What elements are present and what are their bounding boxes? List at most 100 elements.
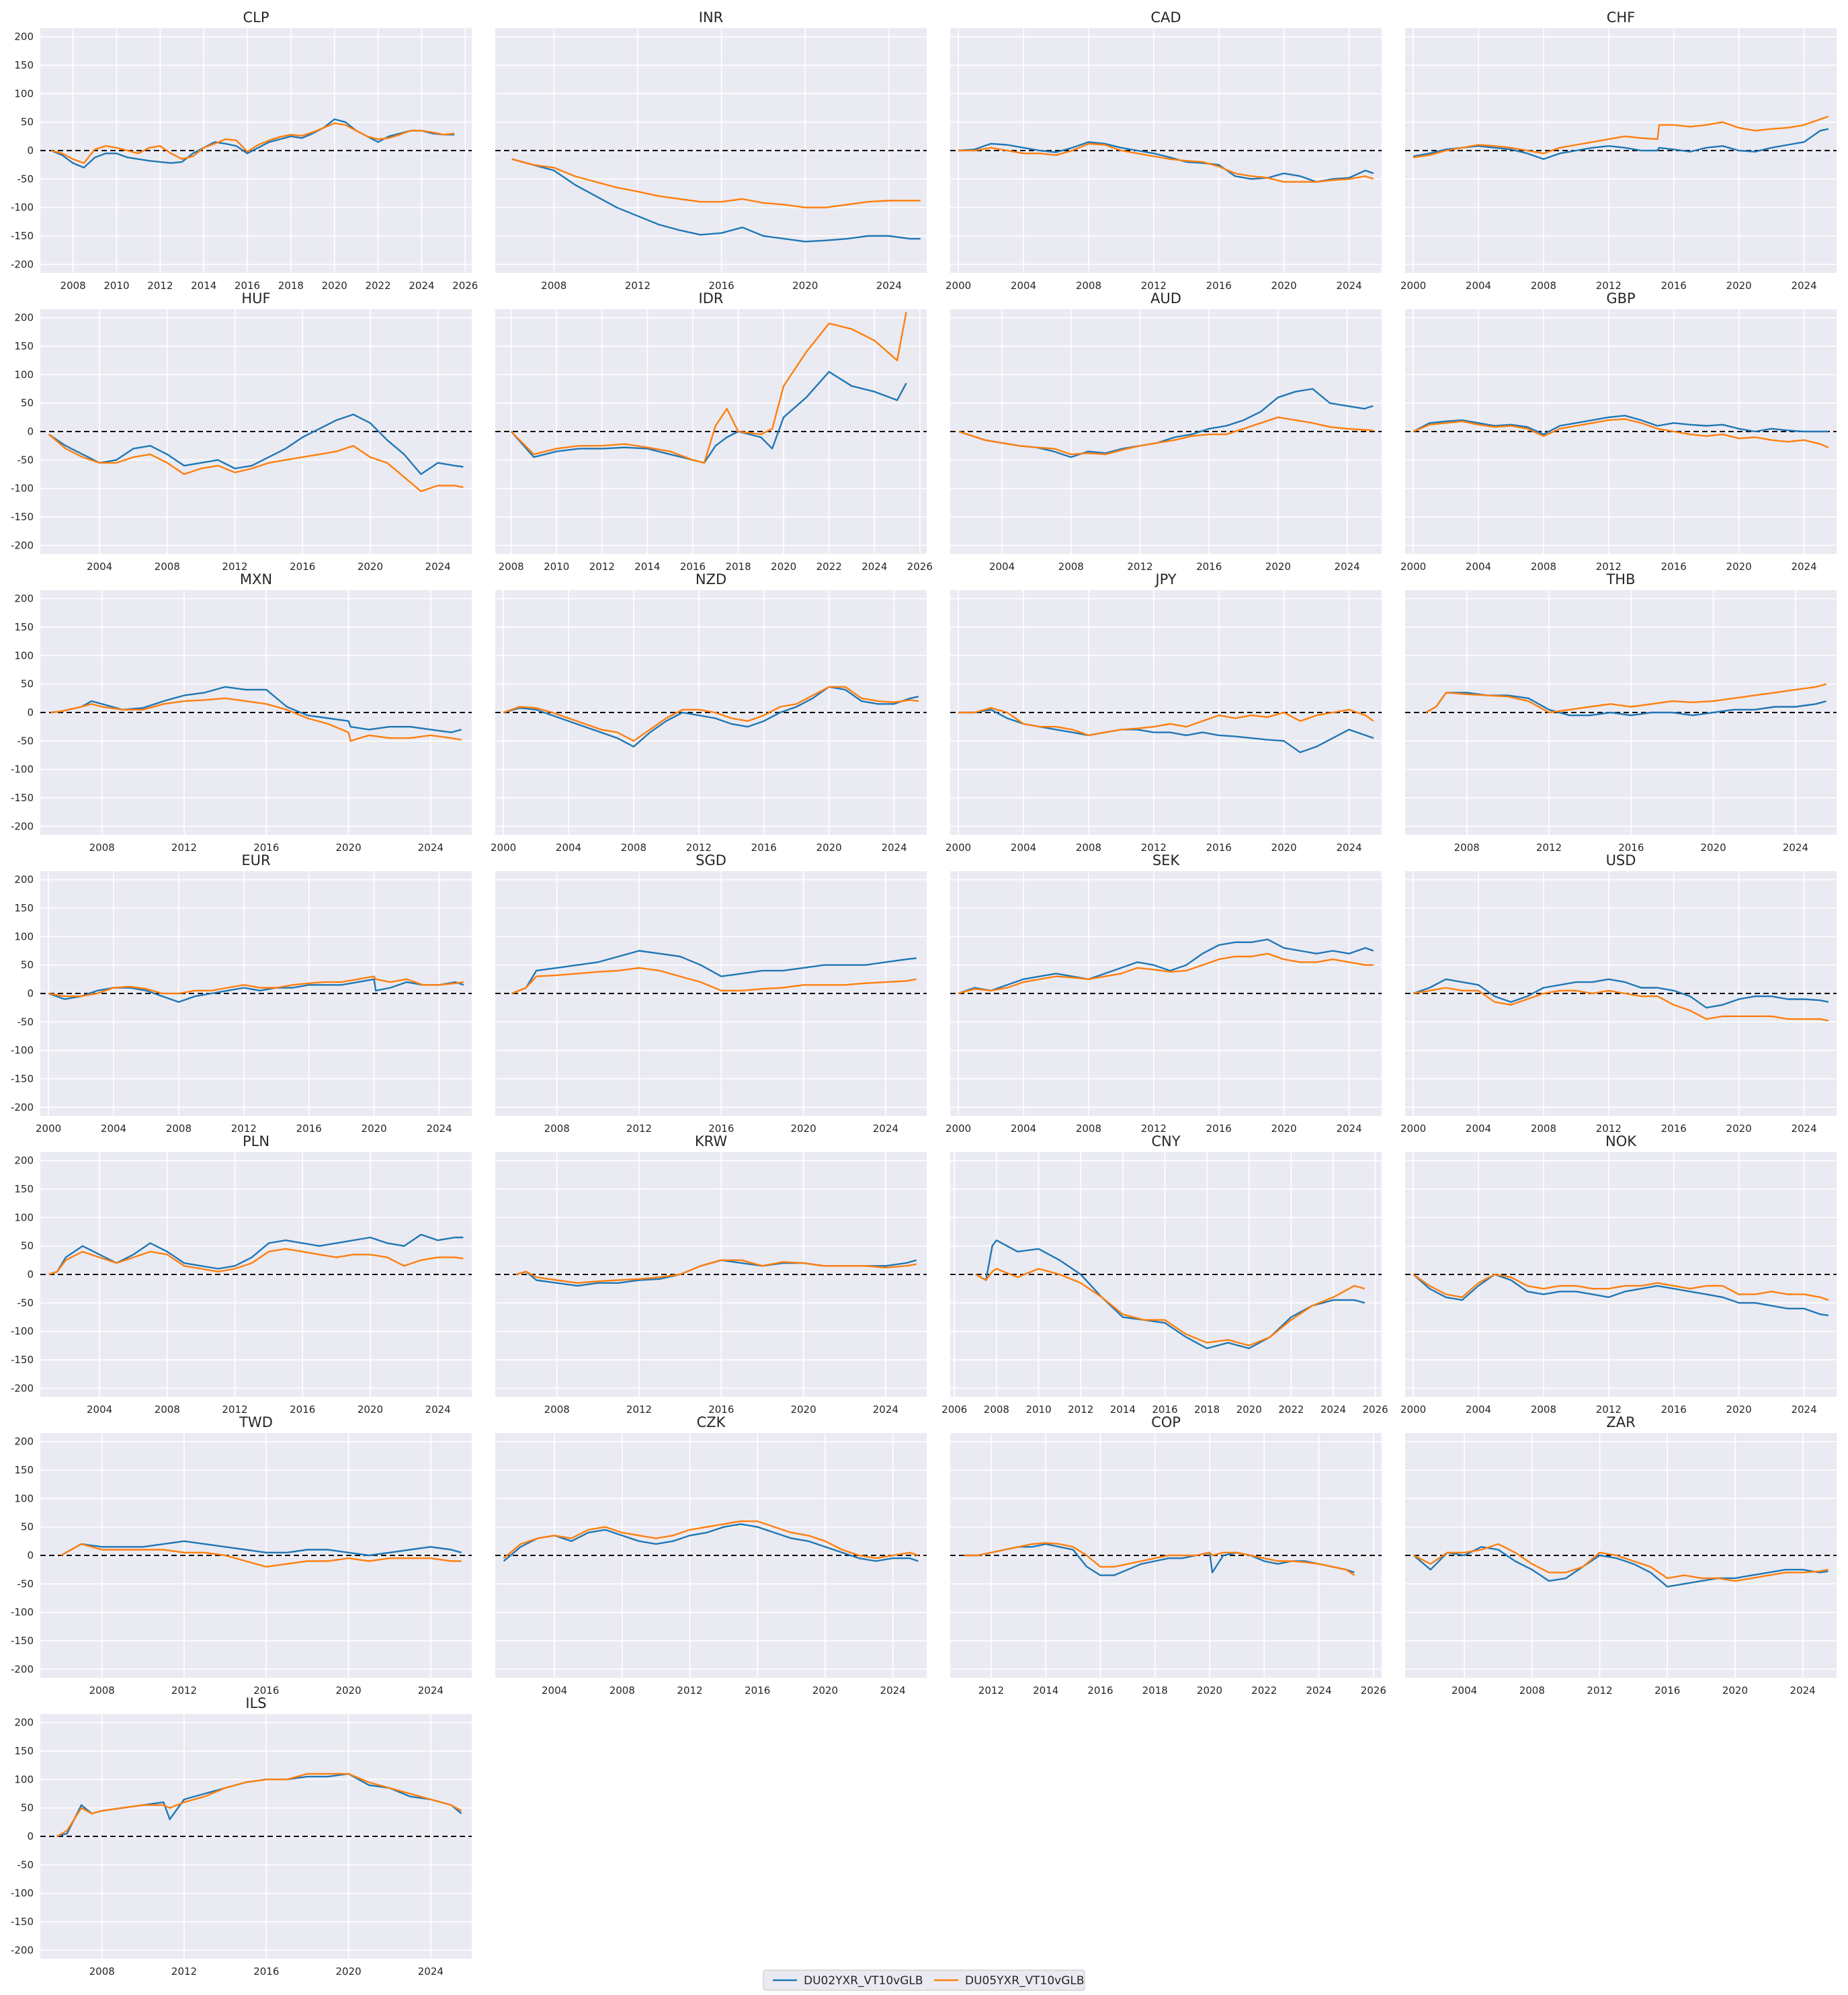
panel-title: CNY xyxy=(1151,1133,1180,1149)
panel-title: TWD xyxy=(239,1414,273,1430)
y-tick-label: -100 xyxy=(11,1326,34,1338)
x-tick-label: 2020 xyxy=(335,842,361,854)
panel-cop: 2012 2014 2016 2018 2020 2022 2024 2026 COP xyxy=(950,1414,1386,1697)
x-tick-label: 2008 xyxy=(1531,1403,1556,1416)
panel-title: HUF xyxy=(241,290,270,307)
x-tick-label: 2026 xyxy=(1363,1403,1388,1416)
y-tick-label: -150 xyxy=(11,1635,34,1647)
x-tick-label: 2022 xyxy=(816,561,842,573)
y-tick-label: -50 xyxy=(17,454,34,466)
x-tick-label: 2004 xyxy=(989,561,1015,573)
y-tick-label: 0 xyxy=(27,706,34,719)
x-tick-label: 2016 xyxy=(680,561,706,573)
x-tick-label: 2016 xyxy=(1087,1684,1113,1697)
x-tick-label: 2008 xyxy=(89,1684,115,1697)
series-line-du02yxr_vt10vglb xyxy=(1413,1273,1829,1317)
y-tick-label: 50 xyxy=(21,397,34,409)
panel-thb: 2008 2012 2016 2020 2024 THB xyxy=(1405,571,1837,854)
series-line-du02yxr_vt10vglb xyxy=(1413,1546,1829,1588)
x-tick-label: 2016 xyxy=(253,842,279,854)
y-tick-label: -100 xyxy=(11,1887,34,1900)
panel-huf: -200 -150 -100 -50 0 50 100 150 200 2004 2008 2012 2… xyxy=(11,290,472,573)
x-tick-label: 2020 xyxy=(1726,1403,1752,1416)
panel-title: CAD xyxy=(1150,9,1181,26)
x-tick-label: 2016 xyxy=(1152,1403,1177,1416)
y-tick-label: 100 xyxy=(14,1211,34,1223)
x-tick-label: 2016 xyxy=(1661,280,1687,292)
series-line-du05yxr_vt10vglb xyxy=(48,434,464,493)
y-tick-label: -200 xyxy=(11,1663,34,1675)
series-line-du02yxr_vt10vglb xyxy=(1413,415,1829,436)
panel-czk: 2004 2008 2012 2016 2020 2024 CZK xyxy=(495,1414,927,1697)
y-tick-label: -200 xyxy=(11,1382,34,1394)
x-tick-label: 2016 xyxy=(1206,1123,1232,1135)
series-line-du05yxr_vt10vglb xyxy=(56,1773,462,1838)
x-tick-label: 2012 xyxy=(171,1684,197,1697)
panel-cad: 2000 2004 2008 2012 2016 2020 2024 CAD xyxy=(946,9,1382,292)
series-line-du05yxr_vt10vglb xyxy=(958,952,1374,995)
panel-chf: 2000 2004 2008 2012 2016 2020 2024 CHF xyxy=(1400,9,1837,292)
y-tick-label: 50 xyxy=(21,678,34,690)
y-tick-label: 0 xyxy=(27,1830,34,1842)
x-tick-label: 2020 xyxy=(322,280,347,292)
x-tick-label: 2010 xyxy=(103,280,129,292)
y-tick-label: 50 xyxy=(21,116,34,128)
panel-title: SGD xyxy=(696,852,726,868)
x-tick-label: 2008 xyxy=(541,280,566,292)
x-tick-label: 2016 xyxy=(290,561,315,573)
series-line-du02yxr_vt10vglb xyxy=(1413,978,1829,1009)
panel-title: CHF xyxy=(1607,9,1636,26)
x-tick-label: 2026 xyxy=(907,561,933,573)
x-tick-label: 2012 xyxy=(1141,1123,1167,1135)
panel-eur: -200 -150 -100 -50 0 50 100 150 200 2000 2004 2008 2… xyxy=(11,852,472,1135)
panel-title: COP xyxy=(1151,1414,1181,1430)
series-line-du05yxr_vt10vglb xyxy=(1413,1273,1829,1301)
x-tick-label: 2024 xyxy=(876,280,902,292)
panel-nzd: 2000 2004 2008 2012 2016 2020 2024 NZD xyxy=(491,571,927,854)
y-tick-label: 0 xyxy=(27,1549,34,1561)
x-tick-label: 2008 xyxy=(544,1403,570,1416)
panel-zar: 2004 2008 2012 2016 2020 2024 ZAR xyxy=(1405,1414,1837,1697)
x-tick-label: 2008 xyxy=(89,1965,115,1978)
y-tick-label: 100 xyxy=(14,930,34,942)
series-line-du02yxr_vt10vglb xyxy=(975,1239,1366,1350)
x-tick-label: 2012 xyxy=(1536,842,1562,854)
legend-entry-label: DU05YXR_VT10vGLB xyxy=(965,1974,1085,1988)
x-tick-label: 2016 xyxy=(253,1684,279,1697)
x-tick-label: 2016 xyxy=(1206,280,1232,292)
x-tick-label: 2012 xyxy=(1141,280,1167,292)
x-tick-label: 2008 xyxy=(984,1403,1009,1416)
series-line-du02yxr_vt10vglb xyxy=(511,158,921,243)
series-line-du02yxr_vt10vglb xyxy=(1425,692,1827,717)
x-tick-label: 2020 xyxy=(1271,1123,1297,1135)
x-tick-label: 2016 xyxy=(1196,561,1222,573)
x-tick-label: 2016 xyxy=(290,1403,315,1416)
x-tick-label: 2004 xyxy=(1011,280,1036,292)
x-tick-label: 2026 xyxy=(1361,1684,1386,1697)
x-tick-label: 2020 xyxy=(1726,280,1752,292)
x-tick-label: 2024 xyxy=(1336,1123,1361,1135)
x-tick-label: 2016 xyxy=(751,842,777,854)
series-line-du05yxr_vt10vglb xyxy=(958,142,1374,183)
y-tick-label: 50 xyxy=(21,1521,34,1533)
panel-idr: 2008 2010 2012 2014 2016 2018 2020 2022 2024 2026… xyxy=(495,290,933,573)
x-tick-label: 2020 xyxy=(771,561,796,573)
panel-title: THB xyxy=(1605,571,1635,587)
x-tick-label: 2024 xyxy=(1791,561,1816,573)
legend-box xyxy=(763,1969,1085,1991)
legend: DU02YXR_VT10vGLB DU05YXR_VT10vGLB xyxy=(763,1969,1085,1991)
x-tick-label: 2004 xyxy=(1466,1123,1491,1135)
y-tick-label: 200 xyxy=(14,1155,34,1167)
x-tick-label: 2024 xyxy=(1336,280,1361,292)
panel-usd: 2000 2004 2008 2012 2016 2020 2024 USD xyxy=(1400,852,1837,1135)
y-tick-label: 0 xyxy=(27,145,34,157)
x-tick-label: 2020 xyxy=(812,1684,838,1697)
x-tick-label: 2020 xyxy=(1271,280,1297,292)
series-line-du02yxr_vt10vglb xyxy=(48,1233,464,1276)
x-tick-label: 2018 xyxy=(1142,1684,1168,1697)
x-tick-label: 2000 xyxy=(946,842,971,854)
x-tick-label: 2024 xyxy=(1783,842,1808,854)
x-tick-label: 2008 xyxy=(1076,1123,1101,1135)
x-tick-label: 2018 xyxy=(725,561,751,573)
